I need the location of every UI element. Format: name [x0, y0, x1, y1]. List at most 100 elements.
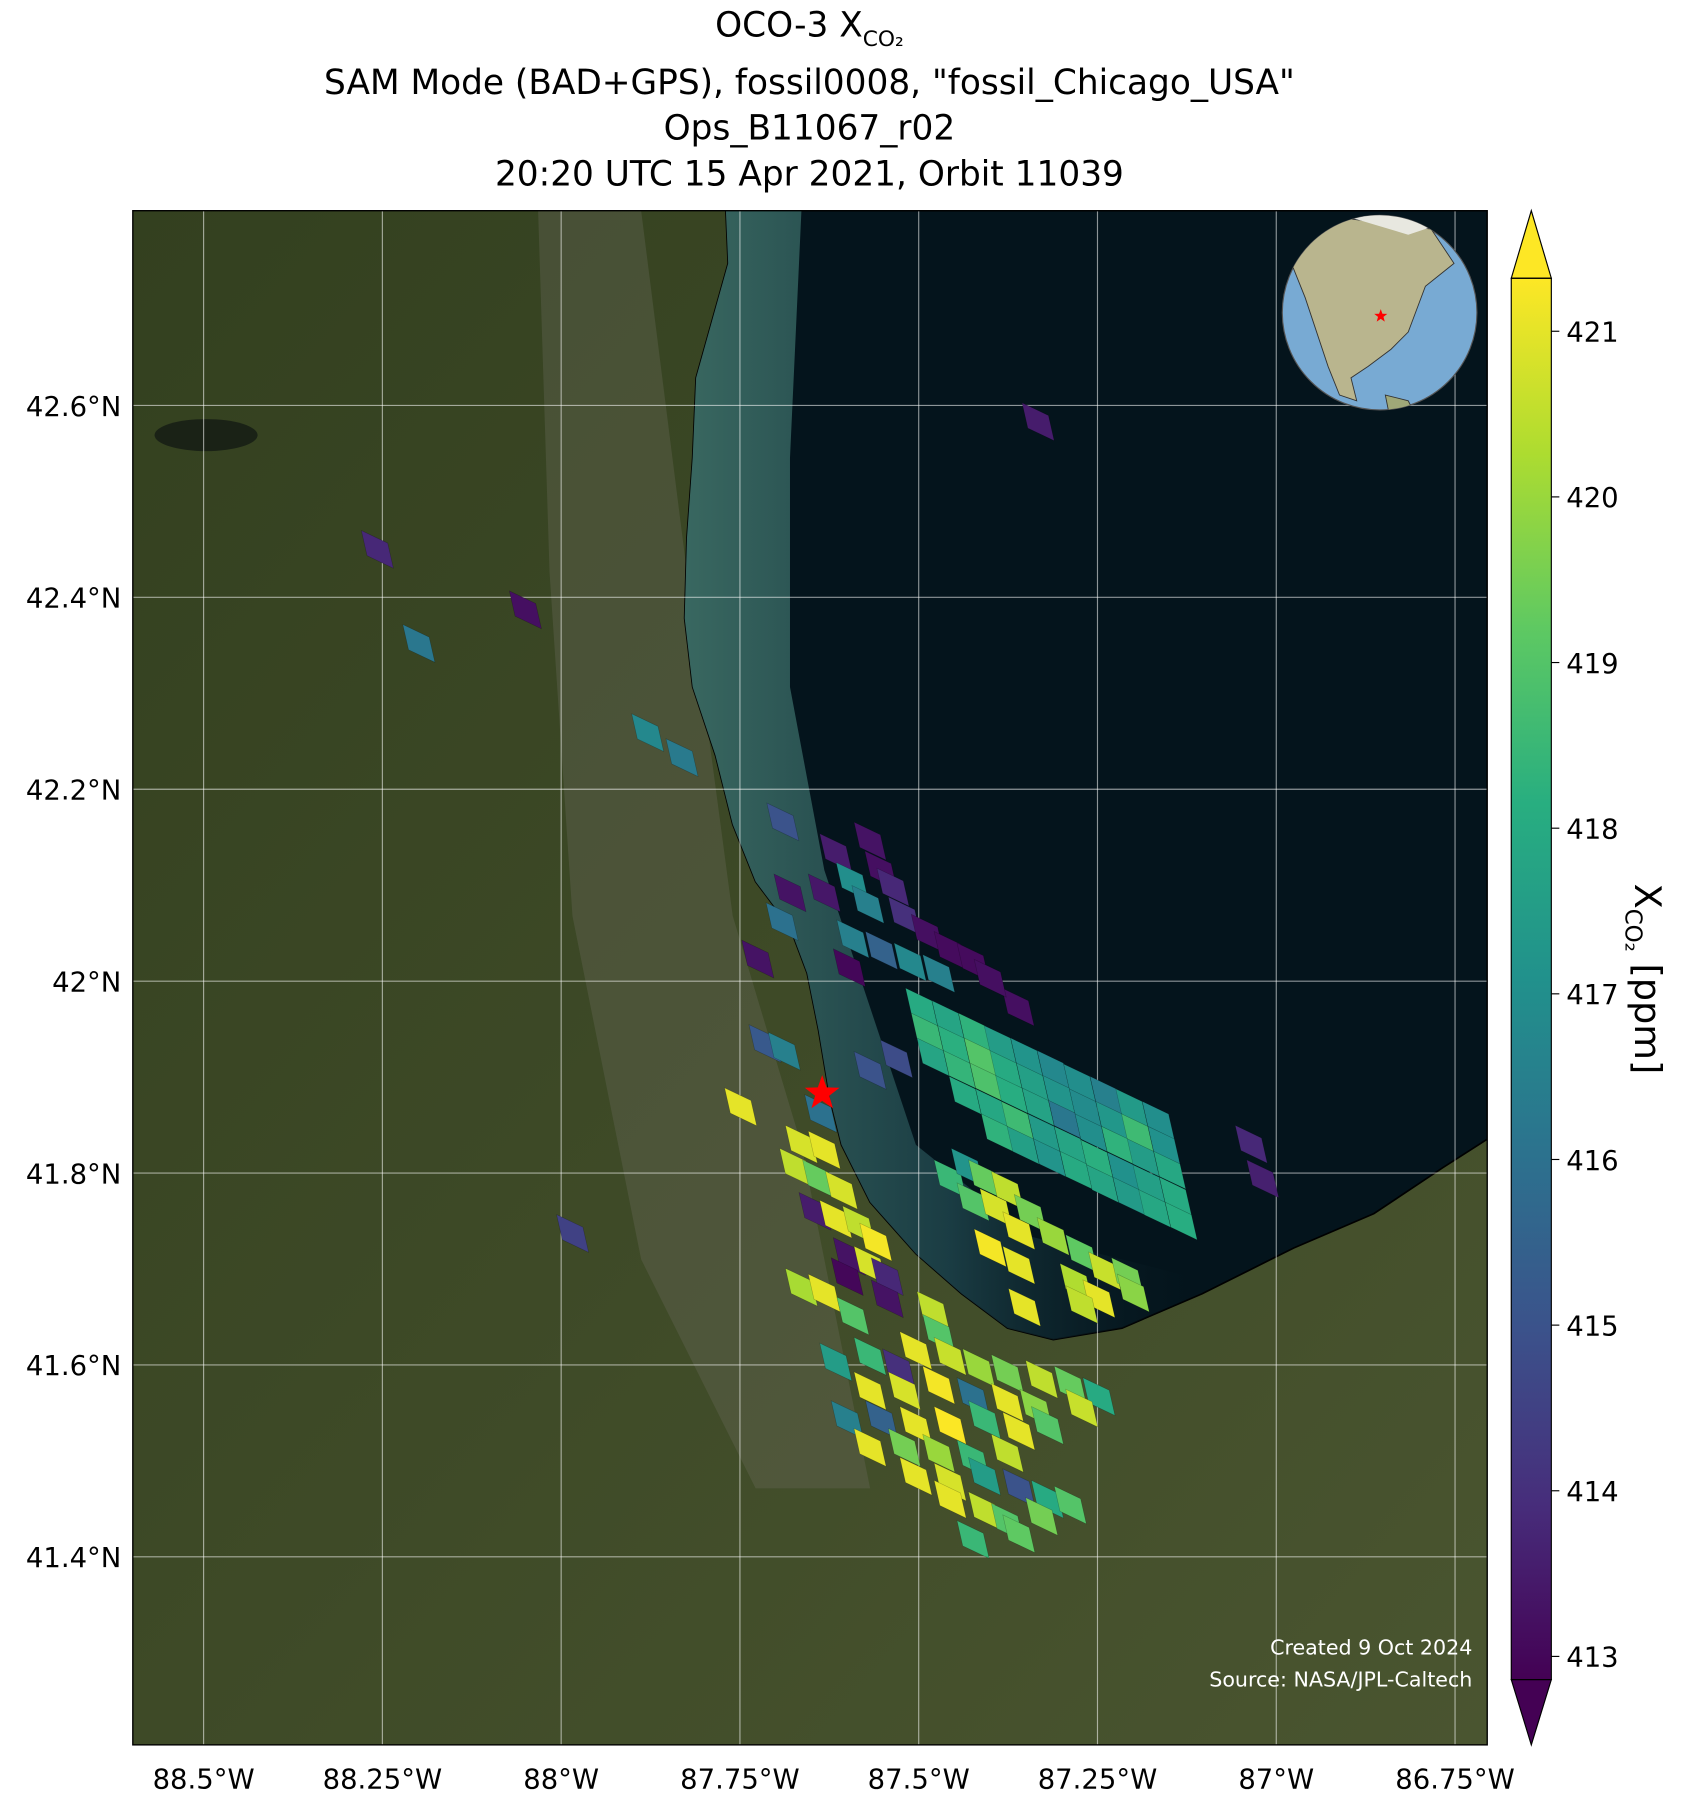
- footprint: [1126, 1138, 1160, 1178]
- footprint: [556, 1214, 590, 1253]
- footprint: [402, 624, 436, 663]
- footprint: [1030, 1405, 1064, 1445]
- colorbar-tick-label: 421: [1566, 318, 1618, 349]
- footprint: [773, 873, 807, 913]
- y-tick-label: 42.4°N: [26, 584, 121, 615]
- x-tick-label: 87.75°W: [680, 1764, 800, 1795]
- title-subscript: CO₂: [863, 27, 904, 52]
- footprint: [865, 931, 898, 970]
- footprint: [360, 529, 394, 569]
- footprint: [851, 884, 885, 924]
- footprint: [933, 1405, 967, 1445]
- colorbar-tick-label: 415: [1566, 1311, 1618, 1342]
- footprint: [807, 873, 841, 913]
- footprint: [899, 1331, 933, 1370]
- y-tick-label: 41.6°N: [26, 1351, 121, 1382]
- footprint: [1021, 1087, 1055, 1127]
- colorbar: [1511, 278, 1552, 1680]
- footprint: [1082, 1377, 1116, 1416]
- footprint: [631, 713, 665, 753]
- footprint: [830, 1257, 864, 1297]
- colorbar-tick-label: 414: [1566, 1477, 1618, 1508]
- footprint: [922, 1433, 956, 1473]
- lake-small: [154, 419, 258, 452]
- footprint: [1065, 1285, 1099, 1324]
- footprint: [899, 1456, 933, 1496]
- footprints: [360, 402, 1280, 1559]
- chart-title: OCO-3 XCO₂: [715, 6, 904, 52]
- footprint: [990, 1382, 1024, 1422]
- footprint: [832, 948, 866, 988]
- footprint: [943, 1050, 976, 1089]
- footprint: [916, 1037, 950, 1077]
- footprint: [948, 1075, 982, 1115]
- footprint: [1001, 987, 1035, 1027]
- footprint: [1153, 1150, 1187, 1190]
- footprint: [836, 919, 870, 959]
- footprint: [870, 1279, 904, 1319]
- basemap: [132, 210, 1488, 1745]
- subtitle: SAM Mode (BAD+GPS), fossil0008, "fossil_…: [324, 63, 1295, 103]
- footprint: [741, 939, 775, 979]
- footprint: [1116, 1273, 1150, 1313]
- y-tick-label: 41.8°N: [26, 1159, 121, 1190]
- map-frame: [132, 210, 1488, 1746]
- target-marker: [804, 1075, 840, 1109]
- footprint: [724, 1087, 758, 1127]
- y-tick-label: 42.2°N: [26, 776, 121, 807]
- credit: Source: NASA/JPL-Caltech: [1209, 1667, 1472, 1691]
- y-tick-label: 42.6°N: [26, 392, 121, 423]
- colorbar-frame: [1510, 277, 1552, 1681]
- x-tick-label: 87°W: [1238, 1764, 1314, 1795]
- footprint: [1025, 1359, 1059, 1399]
- colorbar-label: XCO₂ [ppm]: [1620, 884, 1669, 1075]
- footprint: [1030, 1479, 1064, 1519]
- footprint: [1086, 1164, 1119, 1203]
- footprint: [887, 1428, 921, 1467]
- footprint: [1053, 1485, 1087, 1525]
- credit: Created 9 Oct 2024: [1270, 1635, 1472, 1659]
- footprint: [784, 1124, 818, 1164]
- footprint: [968, 1456, 1001, 1496]
- x-tick-label: 87.25°W: [1038, 1764, 1158, 1795]
- footprint: [853, 1050, 887, 1090]
- footprint: [933, 1462, 967, 1502]
- x-tick-label: 87.5°W: [868, 1764, 970, 1795]
- footprint: [1025, 1497, 1059, 1536]
- footprint: [853, 1428, 887, 1467]
- footprint: [1002, 1411, 1036, 1451]
- colorbar-tick-label: 420: [1566, 483, 1618, 514]
- y-tick-label: 41.4°N: [26, 1543, 121, 1574]
- footprint: [767, 1031, 801, 1071]
- footprint: [880, 1039, 913, 1079]
- footprint: [887, 1371, 921, 1411]
- footprint: [1002, 1245, 1036, 1285]
- footprint: [853, 1371, 887, 1411]
- footprint: [933, 1336, 967, 1376]
- globe-ice: [1350, 215, 1443, 235]
- colorbar-label-suffix: [ppm]: [1626, 952, 1669, 1074]
- subtitle: Ops_B11067_r02: [664, 109, 956, 149]
- footprint: [956, 1520, 990, 1559]
- footprint: [832, 1237, 866, 1276]
- footprint: [922, 954, 956, 993]
- footprint: [973, 958, 1007, 998]
- footprint: [1164, 1201, 1198, 1241]
- footprint: [870, 1257, 904, 1297]
- footprint: [922, 1365, 956, 1405]
- footprint: [956, 1182, 990, 1222]
- footprint: [798, 1192, 832, 1231]
- footprint: [859, 1222, 893, 1262]
- x-tick-label: 88.5°W: [153, 1764, 255, 1795]
- colorbar-extend-min: [1510, 1679, 1553, 1747]
- footprint: [1002, 1514, 1036, 1554]
- y-tick-label: 42°N: [52, 967, 121, 998]
- footprint: [1065, 1388, 1099, 1428]
- footprint: [665, 738, 699, 777]
- footprint: [1088, 1251, 1122, 1291]
- footprint: [853, 821, 887, 861]
- grid: [132, 210, 1488, 1745]
- footprint: [1246, 1159, 1280, 1199]
- colorbar-tick-label: 419: [1566, 649, 1618, 680]
